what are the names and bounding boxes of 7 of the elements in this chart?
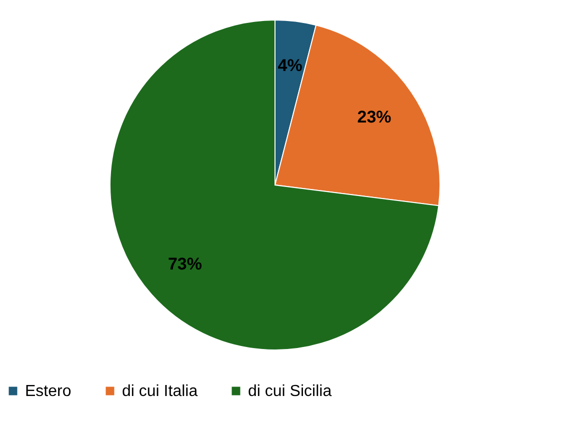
legend-label: di cui Italia	[122, 383, 198, 400]
legend-label: Estero	[25, 383, 72, 400]
data-label: 4%	[278, 56, 302, 75]
data-label: 73%	[168, 254, 202, 274]
legend-label: di cui Sicilia	[248, 383, 332, 400]
pie-slice	[110, 20, 440, 350]
data-label: 23%	[357, 108, 392, 127]
